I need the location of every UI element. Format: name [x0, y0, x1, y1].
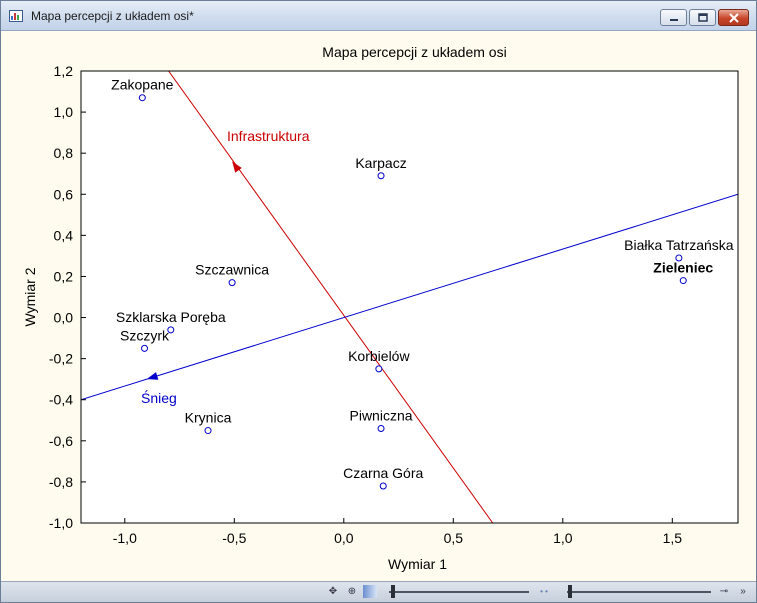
point-label: Korbielów	[348, 348, 410, 364]
x-axis-label: Wymiar 1	[388, 556, 447, 572]
maximize-button[interactable]	[689, 9, 716, 26]
x-tick-label: 0,5	[444, 530, 464, 546]
x-tick-label: -0,5	[222, 530, 246, 546]
x-tick-label: 1,5	[663, 530, 683, 546]
y-tick-label: 0,8	[54, 145, 74, 161]
data-point[interactable]	[377, 172, 385, 180]
point-label: Zakopane	[111, 77, 173, 93]
point-label: Czarna Góra	[343, 465, 423, 481]
infrastruktura-axis-arrowhead	[232, 161, 242, 173]
data-point[interactable]	[138, 94, 146, 102]
y-tick-label: -0,6	[49, 433, 73, 449]
zoom-slider-track[interactable]	[389, 591, 529, 593]
x-tick-label: -1,0	[113, 530, 137, 546]
data-point[interactable]	[679, 277, 687, 285]
point-label: Białka Tatrzańska	[624, 237, 734, 253]
y-tick-label: 0,4	[54, 227, 74, 243]
scroll-slider-track[interactable]	[567, 591, 711, 593]
y-tick-label: 0,6	[54, 186, 74, 202]
point-label: Zieleniec	[653, 260, 713, 276]
zoom-icon[interactable]: ⊕	[347, 586, 357, 597]
y-tick-label: 0,2	[54, 268, 74, 284]
close-icon	[719, 10, 748, 25]
y-axis-label: Wymiar 2	[22, 267, 38, 326]
point-label: Karpacz	[355, 155, 406, 171]
minimize-button[interactable]	[660, 9, 687, 26]
point-label: Krynica	[185, 410, 232, 426]
snieg-axis-arrowhead	[146, 372, 159, 380]
data-point[interactable]	[204, 427, 212, 435]
link-icon[interactable]: ⊸	[719, 586, 729, 597]
y-tick-label: 1,2	[54, 63, 74, 79]
infrastruktura-axis-line	[168, 71, 494, 523]
perception-map-chart: Mapa percepcji z układem osi Infrastruktu…	[22, 44, 739, 572]
y-tick-label: -0,4	[49, 392, 73, 408]
position-indicator-icon: • •	[540, 587, 548, 596]
data-point[interactable]	[377, 424, 385, 432]
close-button[interactable]	[718, 9, 749, 26]
minimize-icon	[661, 10, 686, 25]
x-tick-label: 1,0	[553, 530, 573, 546]
point-label: Szczyrk	[120, 327, 170, 343]
point-label: Szczawnica	[195, 262, 269, 278]
infrastruktura-axis-label: Infrastruktura	[227, 128, 310, 144]
maximize-icon	[690, 10, 715, 25]
y-tick-label: -0,2	[49, 351, 73, 367]
y-tick-label: -1,0	[49, 515, 73, 531]
data-point[interactable]	[675, 254, 683, 262]
plot-frame	[80, 70, 739, 524]
title-bar[interactable]: Mapa percepcji z układem osi*	[1, 1, 756, 31]
status-bar: ✥ ⊕ • • ⊸ »	[1, 581, 756, 602]
point-label: Piwniczna	[350, 407, 413, 423]
y-tick-label: -0,8	[49, 474, 73, 490]
y-tick-label: 0,0	[54, 310, 74, 326]
point-label: Szklarska Poręba	[116, 309, 226, 325]
color-scale-icon[interactable]	[363, 585, 377, 598]
data-point[interactable]	[141, 344, 149, 352]
chart-title: Mapa percepcji z układem osi	[322, 44, 506, 60]
x-tick-label: 0,0	[334, 530, 354, 546]
chart-app-icon[interactable]	[9, 9, 23, 22]
data-point[interactable]	[375, 365, 383, 373]
snieg-axis-line	[81, 193, 738, 401]
zoom-slider-handle[interactable]	[391, 585, 395, 598]
snieg-axis-label: Śnieg	[141, 389, 177, 406]
data-point[interactable]	[167, 326, 175, 334]
window-title: Mapa percepcji z układem osi*	[31, 9, 194, 23]
chart-area: Mapa percepcji z układem osi Infrastruktu…	[9, 31, 750, 583]
data-point[interactable]	[228, 279, 236, 287]
pan-icon[interactable]: ✥	[328, 586, 338, 597]
y-tick-label: 1,0	[54, 104, 74, 120]
collapse-icon[interactable]: »	[740, 586, 746, 597]
scroll-slider-handle[interactable]	[568, 585, 572, 598]
data-point[interactable]	[379, 482, 387, 490]
